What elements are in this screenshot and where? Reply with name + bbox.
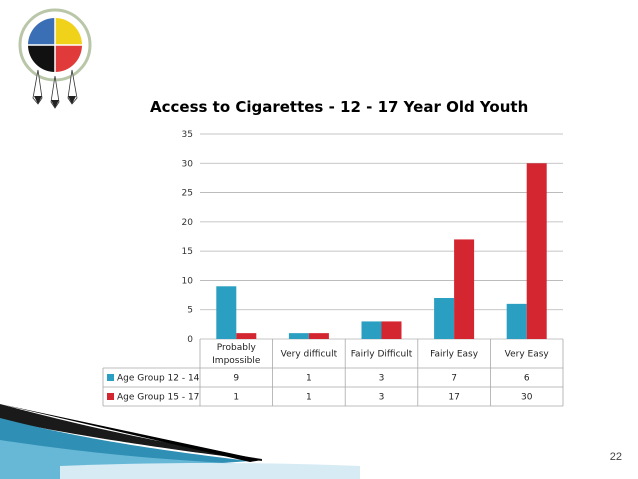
category-label: Very difficult [281,350,338,360]
medicine-wheel-feather-logo [18,8,92,109]
bar-age-12-14 [361,321,382,339]
y-tick-label: 30 [182,159,194,169]
category-label: Probably [217,343,257,353]
bar-age-12-14 [288,333,309,339]
bar-age-12-14 [506,303,527,339]
data-label: 30 [521,393,533,403]
legend-swatch [107,374,114,381]
bars [216,163,547,339]
y-tick-label: 5 [187,306,193,316]
y-tick-label: 15 [182,247,193,257]
category-label: Impossible [212,356,261,366]
y-tick-label: 10 [182,276,194,286]
y-tick-label: 25 [182,189,193,199]
y-tick-label: 20 [182,218,194,228]
data-label: 6 [524,374,530,384]
data-label: 1 [306,374,312,384]
bar-age-15-17 [236,333,257,339]
bar-age-15-17 [308,333,329,339]
decorative-swoosh [0,404,360,479]
category-label: Fairly Difficult [351,350,413,360]
category-label: Very Easy [505,350,550,360]
data-label: 1 [306,393,312,403]
page-number: 22 [609,451,622,463]
bar-age-12-14 [216,286,237,339]
bar-age-15-17 [381,321,402,339]
legend-label: Age Group 15 - 17 [117,393,199,403]
legend-swatch [107,393,114,400]
y-axis-ticks: 0 5 10 15 20 25 30 35 [182,130,194,345]
data-label: 17 [448,393,459,403]
y-tick-label: 35 [182,130,193,140]
data-label: 9 [233,374,239,384]
legend-label: Age Group 12 - 14 [117,374,200,384]
data-label: 3 [379,374,385,384]
chart-title: Access to Cigarettes - 12 - 17 Year Old … [150,98,528,116]
bar-age-15-17 [526,163,547,339]
data-table: Probably Impossible Very difficult Fairly D… [102,339,564,407]
category-label: Fairly Easy [430,350,479,360]
data-label: 3 [379,393,385,403]
bar-age-15-17 [454,239,475,339]
data-label: 1 [233,393,239,403]
bar-age-12-14 [434,298,455,339]
y-tick-label: 0 [187,335,193,345]
data-label: 7 [451,374,457,384]
